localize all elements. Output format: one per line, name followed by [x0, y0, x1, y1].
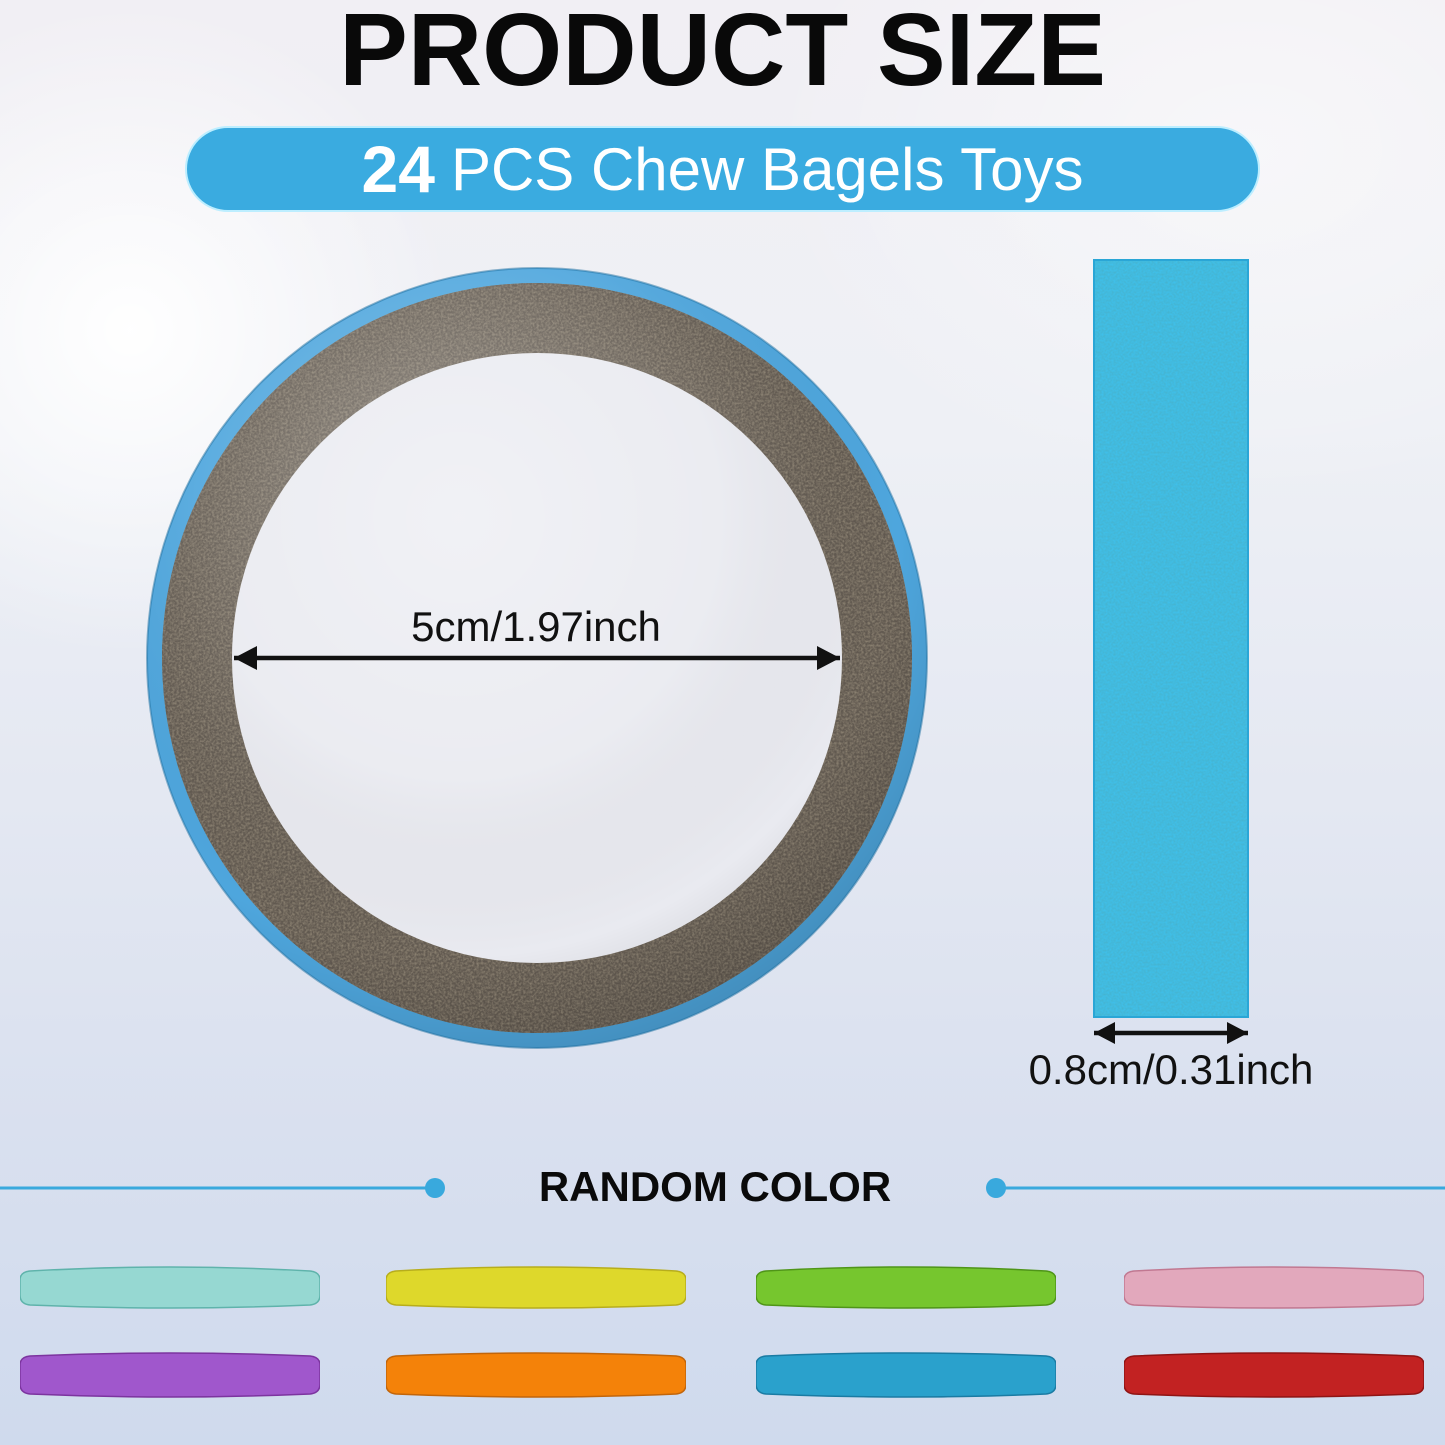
- svg-text:RANDOM COLOR: RANDOM COLOR: [539, 1163, 891, 1210]
